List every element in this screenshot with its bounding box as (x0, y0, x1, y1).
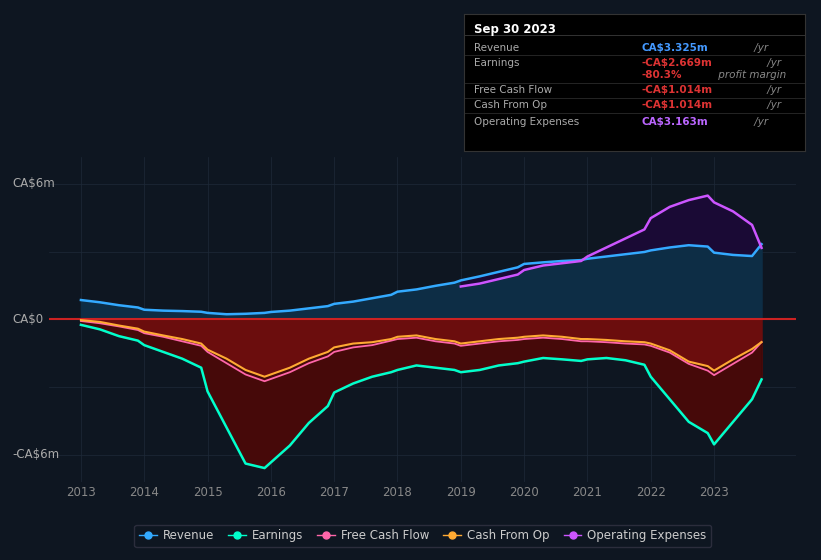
Text: Free Cash Flow: Free Cash Flow (474, 85, 553, 95)
Text: -CA$6m: -CA$6m (12, 448, 59, 461)
Text: profit margin: profit margin (714, 70, 786, 80)
Text: Cash From Op: Cash From Op (474, 100, 547, 110)
Text: CA$3.163m: CA$3.163m (641, 116, 708, 127)
Text: CA$0: CA$0 (12, 312, 44, 326)
Text: /yr: /yr (764, 58, 781, 68)
Text: /yr: /yr (751, 116, 768, 127)
Text: -80.3%: -80.3% (641, 70, 681, 80)
Text: -CA$2.669m: -CA$2.669m (641, 58, 712, 68)
Text: -CA$1.014m: -CA$1.014m (641, 100, 712, 110)
Text: CA$6m: CA$6m (12, 178, 55, 190)
Text: -CA$1.014m: -CA$1.014m (641, 85, 712, 95)
Text: /yr: /yr (764, 100, 781, 110)
Text: /yr: /yr (764, 85, 781, 95)
Text: Earnings: Earnings (474, 58, 520, 68)
Text: CA$3.325m: CA$3.325m (641, 43, 708, 53)
Text: Operating Expenses: Operating Expenses (474, 116, 580, 127)
Text: Revenue: Revenue (474, 43, 519, 53)
Legend: Revenue, Earnings, Free Cash Flow, Cash From Op, Operating Expenses: Revenue, Earnings, Free Cash Flow, Cash … (135, 525, 711, 547)
Text: Sep 30 2023: Sep 30 2023 (474, 23, 556, 36)
Text: /yr: /yr (751, 43, 768, 53)
